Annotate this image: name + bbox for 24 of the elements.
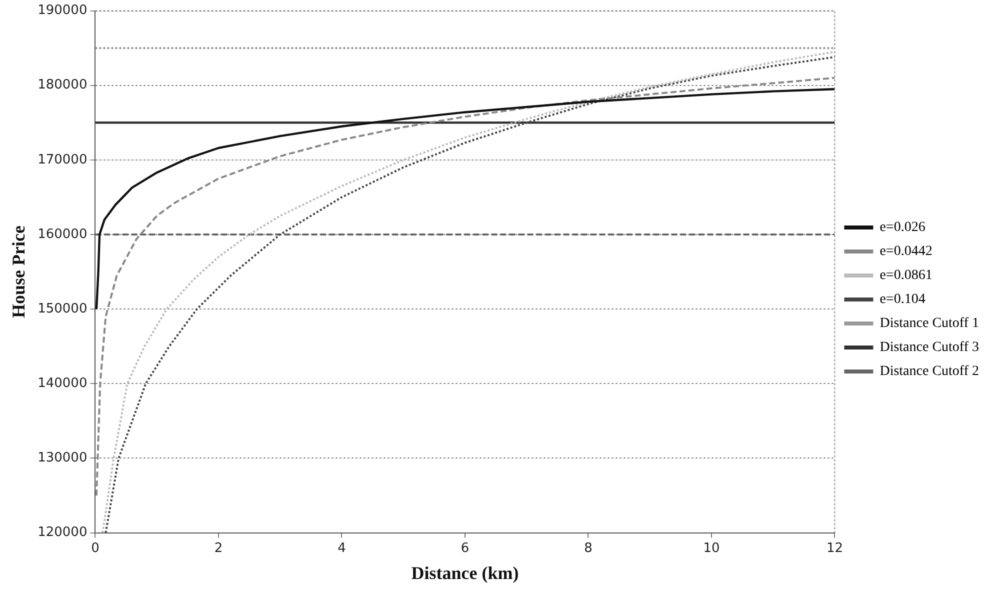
x-tick-label: 4: [338, 540, 346, 556]
y-tick-label: 140000: [38, 376, 88, 392]
y-tick-label: 170000: [38, 152, 88, 168]
x-tick-label: 8: [584, 540, 592, 556]
x-tick-label: 12: [826, 540, 843, 556]
legend-label: Distance Cutoff 2: [880, 364, 980, 380]
x-tick-label: 0: [91, 540, 100, 556]
y-tick-label: 160000: [38, 226, 88, 242]
legend-label: e=0.104: [880, 292, 926, 308]
x-tick-label: 6: [460, 540, 470, 556]
legend-label: e=0.0861: [880, 268, 932, 284]
legend-label: Distance Cutoff 1: [880, 316, 980, 332]
y-tick-label: 130000: [38, 450, 88, 466]
legend-label: e=0.026: [880, 220, 926, 236]
x-tick-label: 10: [703, 540, 720, 556]
y-axis-title: House Price: [8, 226, 28, 318]
x-tick-label: 2: [214, 540, 223, 556]
y-tick-label: 180000: [38, 78, 88, 93]
x-axis-title: Distance (km): [411, 562, 519, 583]
y-tick-label: 190000: [38, 3, 88, 18]
y-tick-label: 150000: [38, 301, 88, 316]
legend-label: Distance Cutoff 3: [880, 340, 980, 356]
legend-label: e=0.0442: [880, 244, 932, 260]
y-tick-label: 120000: [38, 525, 88, 540]
